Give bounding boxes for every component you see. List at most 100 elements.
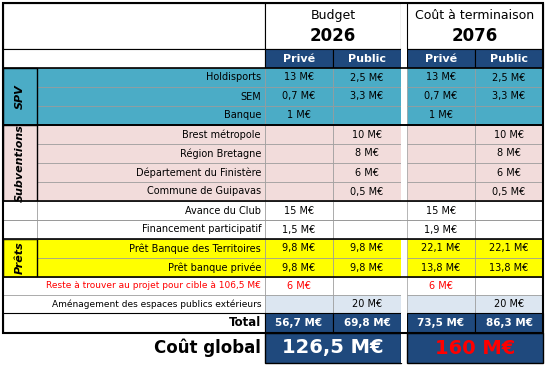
Bar bbox=[475, 106, 543, 125]
Bar bbox=[407, 201, 475, 220]
Text: 0,7 M€: 0,7 M€ bbox=[282, 92, 316, 102]
Bar bbox=[265, 295, 333, 313]
Text: 22,1 M€: 22,1 M€ bbox=[490, 244, 529, 253]
Bar bbox=[333, 87, 401, 106]
Text: Holdisports: Holdisports bbox=[206, 73, 261, 83]
Bar bbox=[475, 144, 543, 163]
Text: 20 M€: 20 M€ bbox=[352, 299, 382, 309]
Bar bbox=[333, 220, 401, 239]
Text: 13 M€: 13 M€ bbox=[426, 73, 456, 83]
Text: 10 M€: 10 M€ bbox=[352, 129, 382, 140]
Bar bbox=[3, 68, 543, 125]
Text: 8 M€: 8 M€ bbox=[497, 148, 521, 158]
Bar bbox=[407, 313, 475, 333]
Bar bbox=[265, 49, 333, 68]
Text: 1,9 M€: 1,9 M€ bbox=[425, 224, 458, 234]
Bar bbox=[265, 201, 333, 220]
Bar bbox=[265, 87, 333, 106]
Bar bbox=[333, 163, 401, 182]
Bar bbox=[37, 106, 265, 125]
Bar bbox=[401, 3, 407, 49]
Bar bbox=[475, 87, 543, 106]
Text: 3,3 M€: 3,3 M€ bbox=[492, 92, 526, 102]
Text: Avance du Club: Avance du Club bbox=[185, 205, 261, 215]
Bar bbox=[265, 220, 333, 239]
Bar bbox=[37, 144, 265, 163]
Bar bbox=[3, 3, 543, 333]
Bar bbox=[407, 163, 475, 182]
Bar bbox=[475, 68, 543, 87]
Bar bbox=[401, 87, 407, 106]
Text: 2026: 2026 bbox=[310, 28, 356, 45]
Bar bbox=[3, 68, 37, 125]
Text: 1,5 M€: 1,5 M€ bbox=[282, 224, 316, 234]
Bar bbox=[401, 277, 407, 295]
Bar bbox=[3, 239, 37, 277]
Bar bbox=[407, 144, 475, 163]
Bar bbox=[475, 277, 543, 295]
Text: 13 M€: 13 M€ bbox=[284, 73, 314, 83]
Bar bbox=[37, 239, 265, 258]
Bar bbox=[401, 201, 407, 220]
Bar bbox=[407, 182, 475, 201]
Text: Coût global: Coût global bbox=[154, 339, 261, 357]
Bar bbox=[401, 258, 407, 277]
Bar bbox=[37, 163, 265, 182]
Bar bbox=[3, 3, 265, 49]
Bar bbox=[37, 87, 265, 106]
Text: Financement participatif: Financement participatif bbox=[141, 224, 261, 234]
Text: Prêts: Prêts bbox=[15, 242, 25, 275]
Bar bbox=[407, 333, 543, 363]
Bar bbox=[3, 333, 265, 363]
Bar bbox=[265, 277, 333, 295]
Text: 0,5 M€: 0,5 M€ bbox=[350, 186, 384, 196]
Bar bbox=[3, 220, 37, 239]
Bar bbox=[3, 277, 265, 295]
Text: Région Bretagne: Région Bretagne bbox=[180, 148, 261, 159]
Text: 6 M€: 6 M€ bbox=[429, 281, 453, 291]
Bar bbox=[3, 201, 37, 220]
Text: Reste à trouver au projet pour cible à 106,5 M€: Reste à trouver au projet pour cible à 1… bbox=[46, 282, 261, 291]
Bar bbox=[475, 182, 543, 201]
Bar bbox=[401, 144, 407, 163]
Bar bbox=[265, 3, 401, 49]
Text: Privé: Privé bbox=[283, 54, 315, 64]
Bar bbox=[265, 239, 333, 258]
Bar bbox=[401, 220, 407, 239]
Text: 6 M€: 6 M€ bbox=[287, 281, 311, 291]
Text: 2,5 M€: 2,5 M€ bbox=[350, 73, 384, 83]
Text: Brest métropole: Brest métropole bbox=[183, 129, 261, 140]
Bar bbox=[3, 295, 265, 313]
Text: Public: Public bbox=[490, 54, 528, 64]
Bar bbox=[333, 144, 401, 163]
Text: Privé: Privé bbox=[425, 54, 457, 64]
Bar bbox=[3, 125, 543, 201]
Bar bbox=[401, 313, 407, 333]
Bar bbox=[37, 125, 265, 144]
Text: 22,1 M€: 22,1 M€ bbox=[421, 244, 461, 253]
Text: 2,5 M€: 2,5 M€ bbox=[492, 73, 526, 83]
Text: Public: Public bbox=[348, 54, 386, 64]
Bar bbox=[3, 239, 543, 277]
Text: 15 M€: 15 M€ bbox=[284, 205, 314, 215]
Bar bbox=[333, 239, 401, 258]
Text: 9,8 M€: 9,8 M€ bbox=[283, 263, 316, 273]
Text: 1 M€: 1 M€ bbox=[287, 110, 311, 121]
Text: 126,5 M€: 126,5 M€ bbox=[282, 339, 384, 357]
Bar bbox=[407, 49, 475, 68]
Bar bbox=[333, 106, 401, 125]
Bar bbox=[407, 125, 475, 144]
Bar bbox=[333, 68, 401, 87]
Bar bbox=[3, 313, 265, 333]
Text: 1 M€: 1 M€ bbox=[429, 110, 453, 121]
Text: 73,5 M€: 73,5 M€ bbox=[417, 318, 465, 328]
Text: 6 M€: 6 M€ bbox=[355, 167, 379, 177]
Bar bbox=[333, 258, 401, 277]
Bar bbox=[37, 220, 265, 239]
Bar bbox=[37, 201, 265, 220]
Bar bbox=[37, 182, 265, 201]
Bar bbox=[401, 333, 407, 363]
Text: Budget: Budget bbox=[310, 9, 355, 22]
Text: SEM: SEM bbox=[240, 92, 261, 102]
Text: 56,7 M€: 56,7 M€ bbox=[276, 318, 322, 328]
